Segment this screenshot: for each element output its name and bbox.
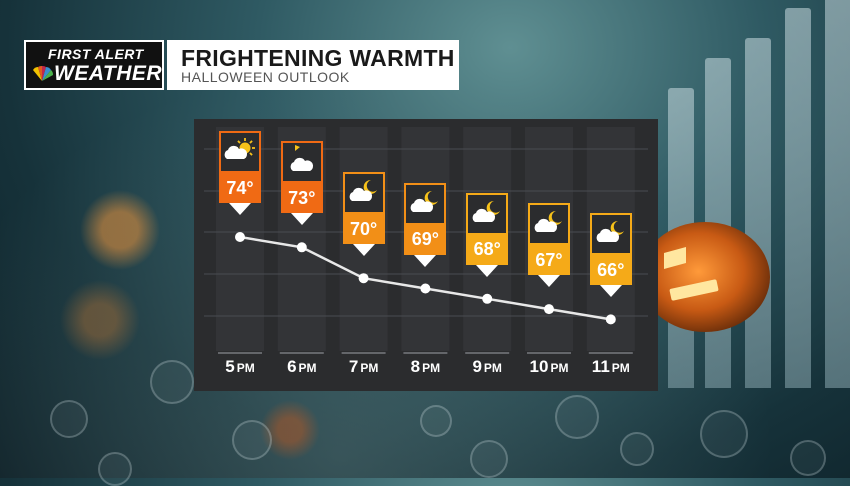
hour-number: 9: [472, 357, 482, 376]
bokeh-circle: [232, 420, 272, 460]
temperature-label: 68°: [466, 234, 509, 265]
hour-number: 11: [591, 357, 610, 376]
hour-suffix: PM: [550, 361, 569, 375]
temperature-pointer: [599, 285, 622, 298]
temperature-pointer: [476, 264, 499, 277]
hour-label: 8 PM: [395, 357, 455, 377]
page-subtitle: HALLOWEEN OUTLOOK: [181, 69, 350, 85]
partly-cloudy-night-icon: [534, 211, 562, 233]
weather-icon-box: [404, 182, 447, 225]
temperature-label: 67°: [528, 245, 570, 276]
fence-post: [745, 38, 771, 388]
data-point: [296, 242, 307, 253]
hour-suffix: PM: [360, 361, 379, 375]
logo-text-first-alert: FIRST ALERT: [48, 46, 144, 62]
temperature-label: 70°: [342, 214, 385, 245]
partly-cloudy-night-icon: [596, 221, 624, 243]
data-point: [358, 273, 369, 284]
bokeh-circle: [98, 452, 132, 486]
hourly-forecast-chart: 74° 5 PM 73° 6 PM 70° 7 PM 69° 8 PM 68° 9 PM 67° 10 PM 66°…: [194, 119, 658, 391]
data-point: [544, 304, 554, 315]
bokeh-circle: [700, 410, 748, 458]
partly-cloudy-night-icon: [349, 180, 377, 202]
data-point: [235, 232, 245, 242]
hour-label: 9 PM: [457, 357, 517, 377]
data-point: [482, 293, 493, 304]
first-alert-weather-logo: FIRST ALERT WEATHER: [24, 40, 164, 90]
peacock-icon: [33, 65, 54, 81]
hour-number: 7: [348, 357, 359, 376]
hour-suffix: PM: [422, 361, 441, 375]
temperature-pointer: [352, 244, 375, 257]
fence-post: [825, 0, 850, 388]
hour-label: 10 PM: [519, 357, 579, 377]
temperature-label: 69°: [404, 224, 447, 255]
weather-icon-box: [342, 172, 385, 215]
bokeh-circle: [555, 395, 599, 439]
title-banner: FRIGHTENING WARMTH HALLOWEEN OUTLOOK: [167, 40, 459, 90]
hour-suffix: PM: [483, 361, 502, 375]
hour-number: 10: [529, 357, 549, 376]
jack-o-lantern: [640, 222, 770, 332]
partly-cloudy-night-icon: [472, 200, 501, 222]
bokeh-circle: [50, 400, 88, 438]
hour-suffix: PM: [236, 361, 255, 375]
temperature-label: 74°: [219, 173, 261, 203]
weather-icon-box: [280, 141, 323, 184]
fence-post: [785, 8, 811, 388]
data-point: [420, 283, 431, 294]
hour-label: 5 PM: [210, 357, 270, 377]
hour-number: 5: [225, 357, 235, 376]
temperature-pointer: [229, 203, 251, 215]
logo-text-weather: WEATHER: [54, 62, 163, 85]
hour-label: 7 PM: [334, 357, 394, 377]
partly-sunny-icon: [224, 138, 255, 159]
temperature-label: 73°: [280, 183, 323, 214]
partly-cloudy-night-icon: [410, 190, 439, 212]
weather-icon-box: [589, 213, 632, 256]
bokeh-circle: [470, 440, 508, 478]
weather-icon-box: [219, 131, 261, 173]
bokeh-circle: [620, 432, 654, 466]
temperature-pointer: [290, 213, 313, 226]
temperature-pointer: [538, 275, 560, 288]
hour-suffix: PM: [298, 361, 317, 375]
hour-label: 6 PM: [272, 357, 332, 377]
hour-number: 8: [410, 357, 421, 376]
weather-icon-box: [466, 192, 509, 235]
weather-icon-box: [528, 203, 570, 246]
hour-label: 11 PM: [581, 357, 641, 377]
partly-cloudy-day-icon: [290, 145, 313, 172]
hour-number: 6: [287, 357, 297, 376]
temperature-label: 66°: [589, 255, 632, 286]
data-point: [605, 314, 616, 325]
bokeh-circle: [420, 405, 452, 437]
bokeh-circle: [150, 360, 194, 404]
temperature-pointer: [414, 254, 437, 267]
hour-suffix: PM: [611, 361, 630, 375]
page-title: FRIGHTENING WARMTH: [181, 45, 455, 71]
bokeh-circle: [790, 440, 826, 476]
